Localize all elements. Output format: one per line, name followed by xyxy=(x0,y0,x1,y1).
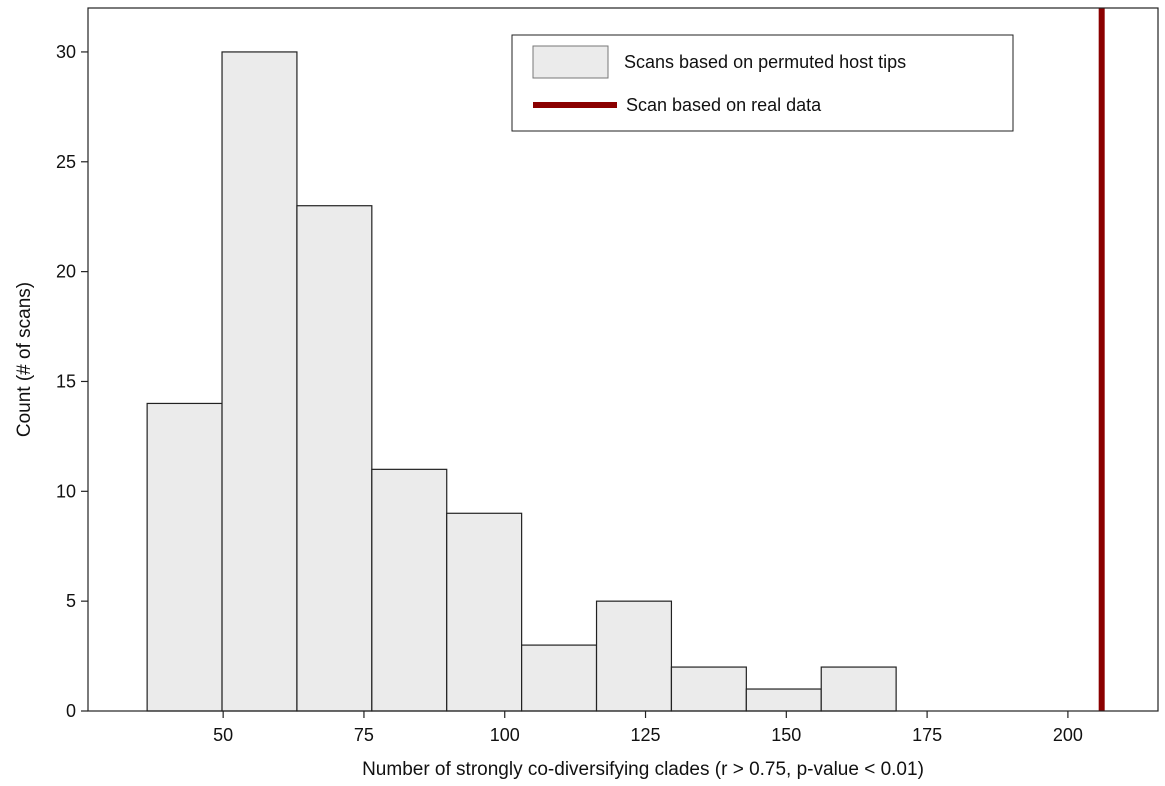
y-tick-label: 20 xyxy=(56,262,76,282)
legend-label-real-data: Scan based on real data xyxy=(626,95,822,115)
histogram-bar xyxy=(521,644,598,712)
x-tick-label: 75 xyxy=(354,725,374,745)
bars-layer xyxy=(146,51,897,712)
legend-label-histogram: Scans based on permuted host tips xyxy=(624,52,906,72)
x-tick-label: 50 xyxy=(213,725,233,745)
histogram-bar xyxy=(221,51,298,712)
ticks-layer: 50 75 100 125 150 175 200 0 5 10 15 20 25 30 xyxy=(56,42,1083,745)
histogram-bar xyxy=(745,688,822,712)
x-tick-label: 100 xyxy=(490,725,520,745)
x-tick-label: 175 xyxy=(912,725,942,745)
y-tick-label: 25 xyxy=(56,152,76,172)
y-tick-label: 5 xyxy=(66,591,76,611)
histogram-bar xyxy=(146,402,223,712)
x-axis-label: Number of strongly co-diversifying clade… xyxy=(362,759,924,780)
histogram-bar xyxy=(595,600,673,712)
histogram-bar xyxy=(670,666,747,712)
y-tick-label: 15 xyxy=(56,371,76,391)
legend-swatch-histogram xyxy=(532,45,609,79)
x-tick-label: 150 xyxy=(771,725,801,745)
y-tick-label: 30 xyxy=(56,42,76,62)
histogram-bar xyxy=(296,205,373,712)
histogram-bar xyxy=(820,666,897,712)
x-tick-label: 125 xyxy=(631,725,661,745)
histogram-bar xyxy=(371,468,448,712)
y-tick-label: 0 xyxy=(66,701,76,721)
x-tick-label: 200 xyxy=(1053,725,1083,745)
y-axis-label: Count (# of scans) xyxy=(14,282,35,437)
plot-frame xyxy=(87,7,1159,712)
y-tick-label: 10 xyxy=(56,481,76,501)
legend: Scans based on permuted host tips Scan b… xyxy=(511,34,1014,132)
histogram-bar xyxy=(446,512,523,712)
